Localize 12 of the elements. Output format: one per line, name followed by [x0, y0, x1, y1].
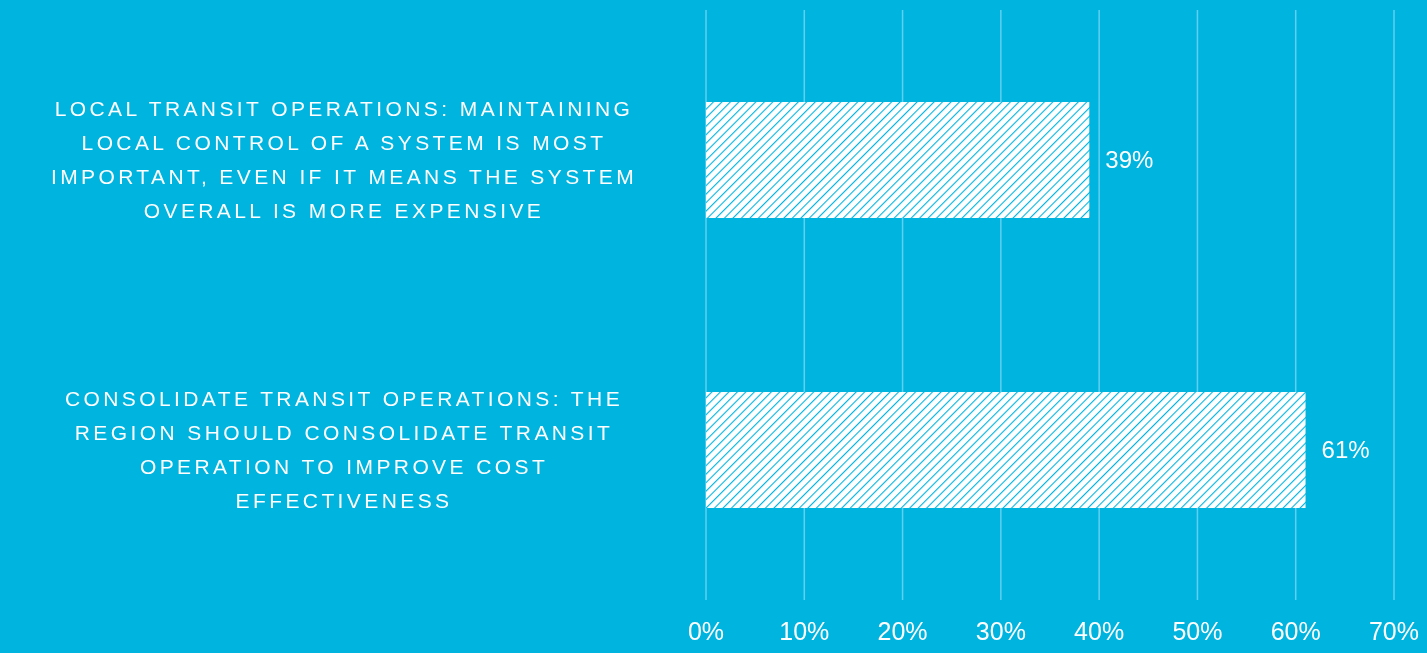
data-label: 61% [1321, 436, 1370, 464]
x-tick-label: 50% [1172, 617, 1223, 645]
x-tick-label: 20% [877, 617, 928, 645]
x-tick-label: 0% [687, 617, 725, 645]
x-tick-label: 70% [1368, 617, 1420, 645]
x-tick-label: 40% [1074, 617, 1125, 645]
x-tick-label: 30% [975, 617, 1026, 645]
data-label: 39% [1105, 146, 1154, 174]
x-tick-label: 60% [1270, 617, 1321, 645]
y-tick-label: LOCAL TRANSIT OPERATIONS: MAINTAINING LOCAL CONTROL OF A SYSTEM IS MOST IMPORTANT, EVEN IF IT MEANS THE SYSTEM OVERALL IS MORE EXPENSIVE [50, 97, 638, 223]
y-tick-label: CONSOLIDATE TRANSIT OPERATIONS: THE REGION SHOULD CONSOLIDATE TRANSIT OPERATION TO IMPROVE COST EFFECTIVENESS [64, 387, 624, 513]
x-tick-label: 10% [779, 617, 830, 645]
